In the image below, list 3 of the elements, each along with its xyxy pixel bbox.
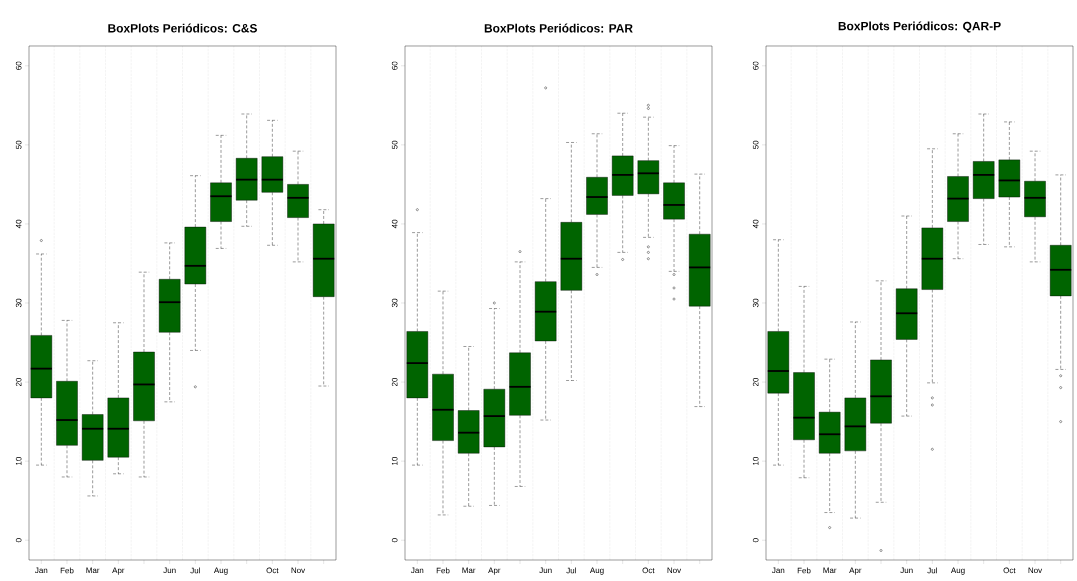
chart-title: BoxPlots Periódicos: PAR — [484, 23, 633, 33]
chart-title: BoxPlots Periódicos: QAR-P — [838, 21, 1001, 33]
chart-title: BoxPlots Periódicos: C&S — [108, 23, 257, 33]
